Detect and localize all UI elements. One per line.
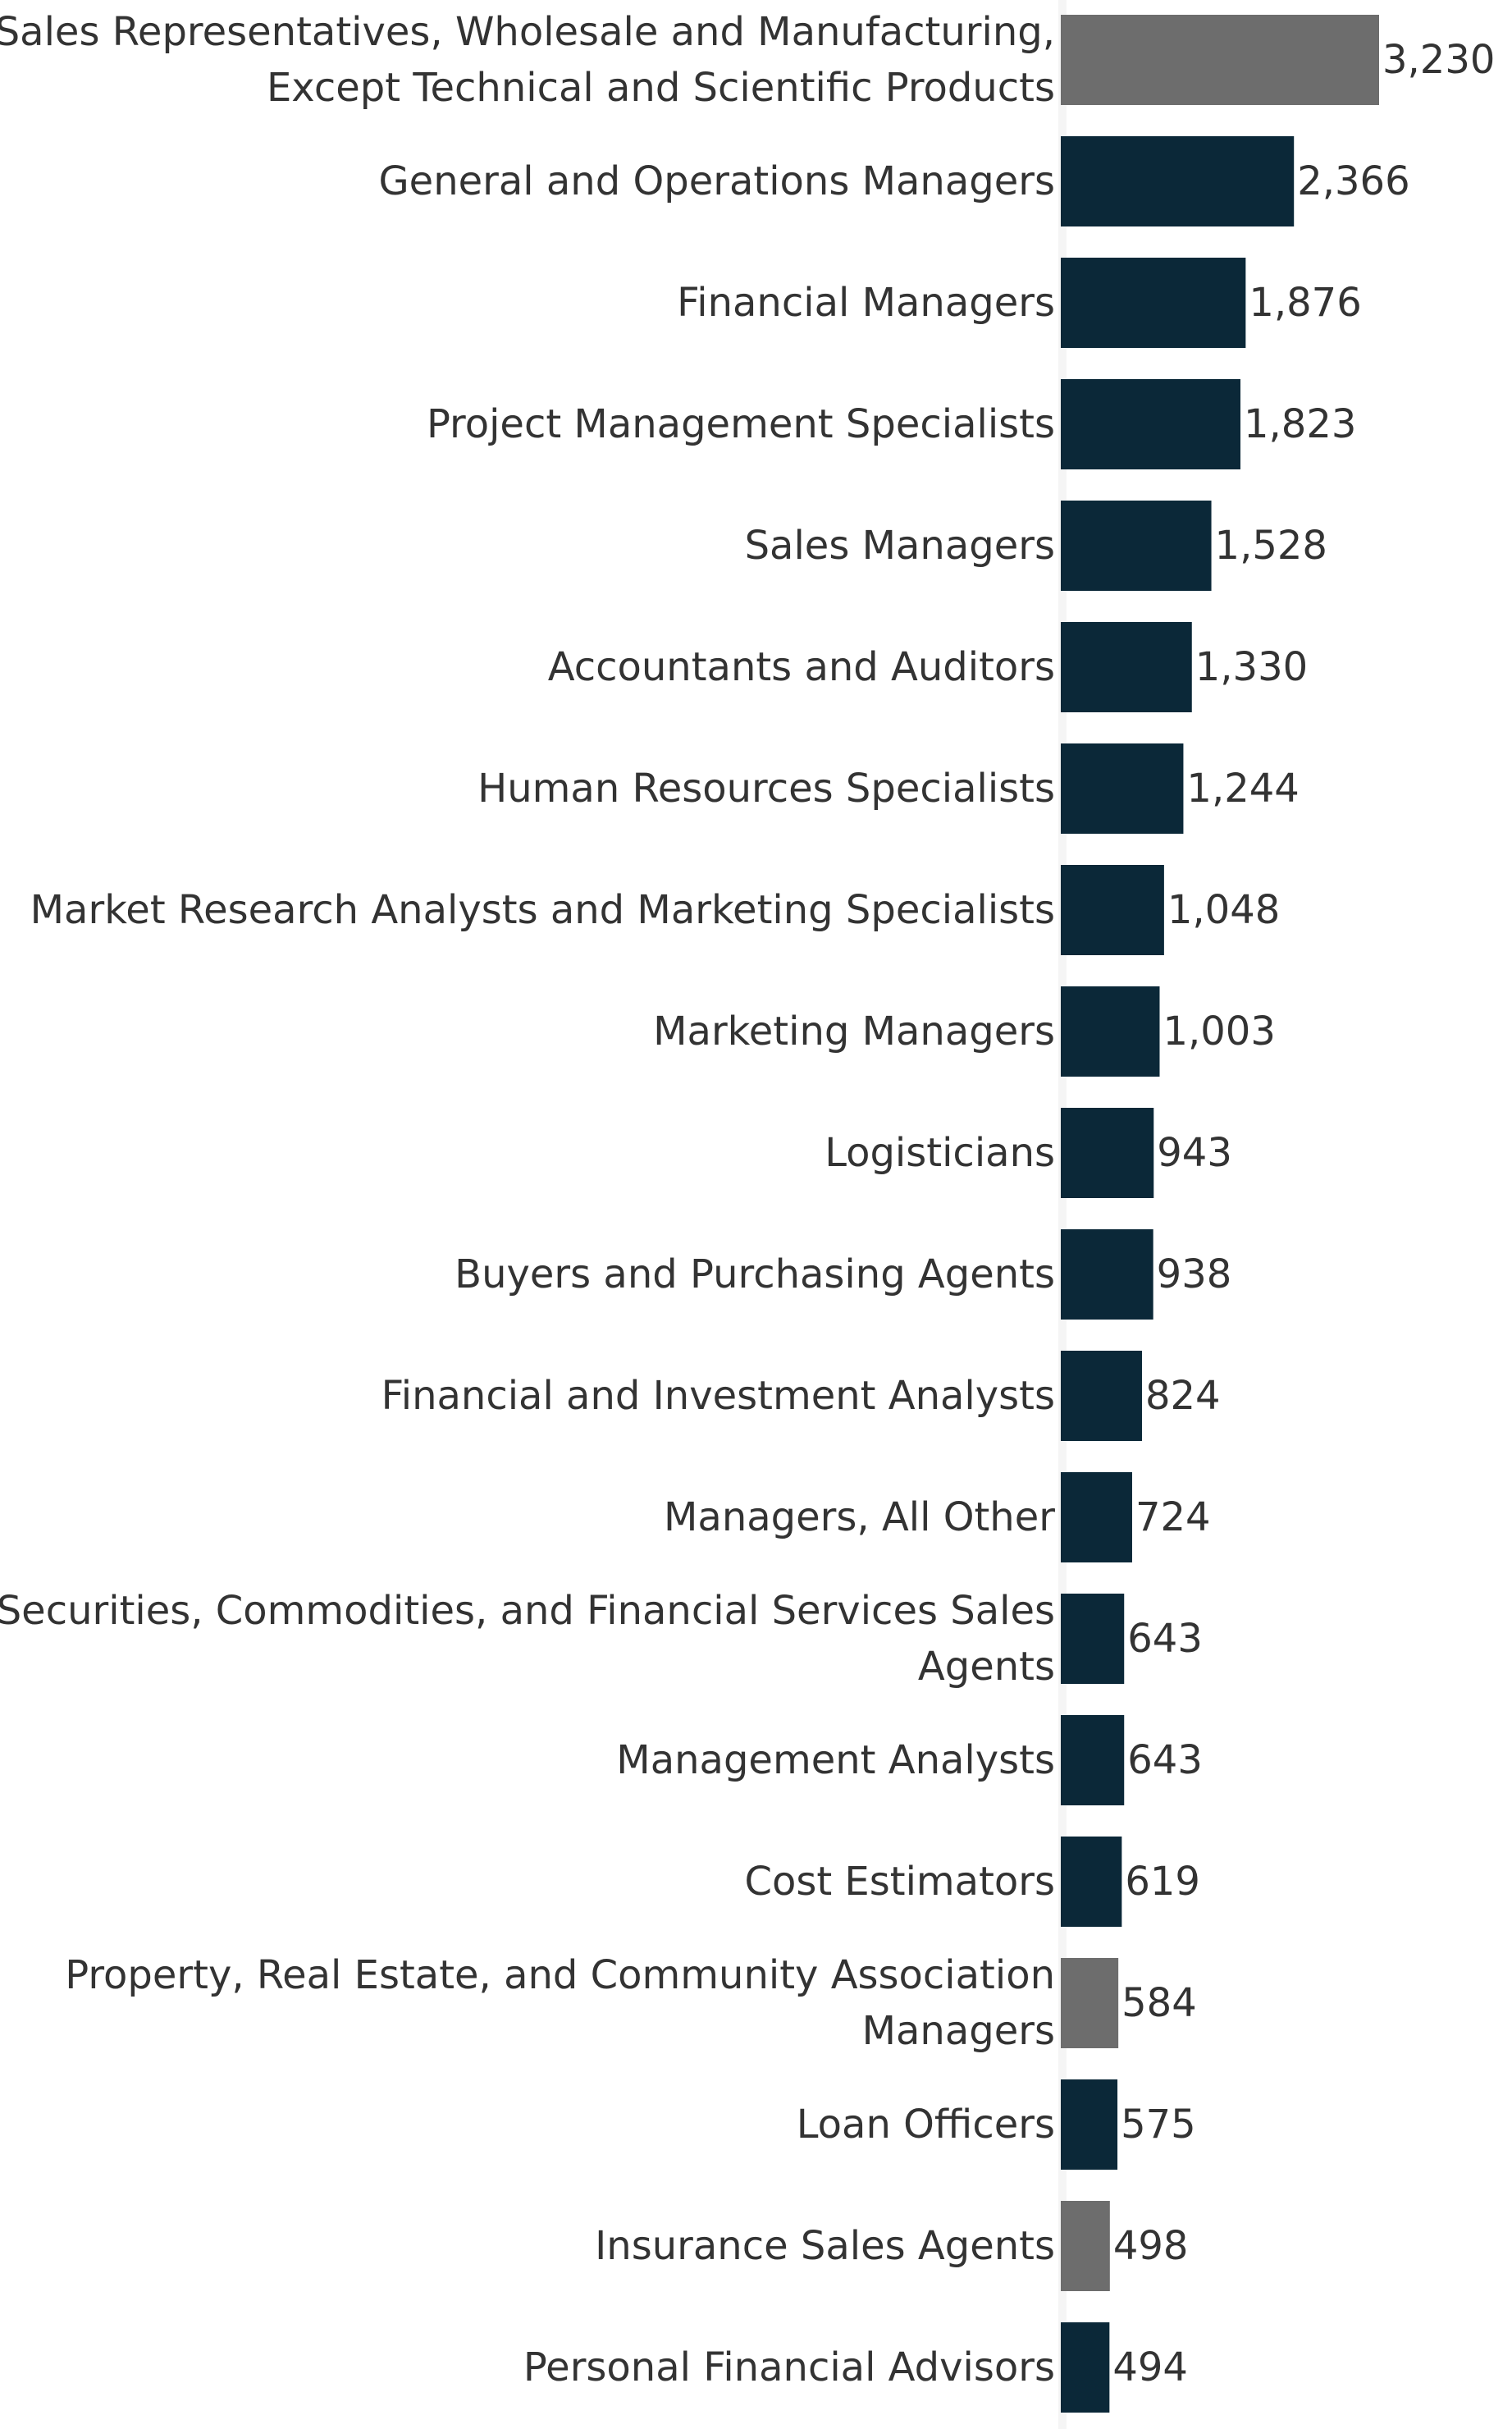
bar-8 — [1061, 986, 1160, 1077]
value-label-12: 724 — [1135, 1494, 1211, 1540]
bar-19 — [1061, 2322, 1110, 2413]
category-label-line: Logisticians — [825, 1130, 1055, 1176]
value-label-10: 938 — [1157, 1251, 1232, 1297]
category-label-12: Managers, All Other — [664, 1494, 1055, 1540]
value-label-3: 1,823 — [1244, 401, 1356, 447]
bar-15 — [1061, 1837, 1122, 1927]
category-label-group: Sales Representatives, Wholesale and Man… — [0, 9, 1055, 2390]
bar-18 — [1061, 2201, 1110, 2291]
bar-12 — [1061, 1472, 1132, 1562]
category-label-line: Cost Estimators — [744, 1859, 1055, 1905]
value-label-1: 2,366 — [1297, 158, 1409, 204]
category-label-line: Managers — [862, 2008, 1055, 2054]
category-label-5: Accountants and Auditors — [548, 644, 1055, 690]
value-label-5: 1,330 — [1195, 644, 1308, 690]
category-label-line: Insurance Sales Agents — [595, 2223, 1055, 2269]
category-label-line: General and Operations Managers — [378, 158, 1055, 204]
category-label-line: Buyers and Purchasing Agents — [455, 1251, 1055, 1297]
category-label-14: Management Analysts — [616, 1737, 1055, 1783]
value-label-16: 584 — [1121, 1980, 1197, 2026]
bar-6 — [1061, 743, 1184, 834]
category-label-line: Financial Managers — [677, 280, 1055, 326]
bar-7 — [1061, 865, 1164, 955]
bar-2 — [1061, 258, 1246, 348]
category-label-4: Sales Managers — [745, 523, 1055, 569]
bar-1 — [1061, 136, 1295, 226]
value-label-15: 619 — [1125, 1859, 1200, 1905]
value-label-8: 1,003 — [1163, 1009, 1275, 1054]
bar-11 — [1061, 1351, 1142, 1441]
value-label-7: 1,048 — [1167, 887, 1280, 933]
category-label-8: Marketing Managers — [653, 1009, 1055, 1054]
value-label-9: 943 — [1157, 1130, 1232, 1176]
value-label-17: 575 — [1121, 2102, 1196, 2148]
bar-4 — [1061, 501, 1212, 591]
category-label-7: Market Research Analysts and Marketing S… — [30, 887, 1055, 933]
category-label-line: Management Analysts — [616, 1737, 1055, 1783]
category-label-13: Securities, Commodities, and Financial S… — [0, 1588, 1055, 1690]
category-label-1: General and Operations Managers — [378, 158, 1055, 204]
category-label-line: Human Resources Specialists — [477, 766, 1055, 812]
bar-13 — [1061, 1594, 1125, 1684]
category-label-line: Market Research Analysts and Marketing S… — [30, 887, 1055, 933]
category-label-18: Insurance Sales Agents — [595, 2223, 1055, 2269]
category-label-line: Sales Representatives, Wholesale and Man… — [0, 9, 1055, 55]
category-label-6: Human Resources Specialists — [477, 766, 1055, 812]
category-label-line: Managers, All Other — [664, 1494, 1055, 1540]
value-label-6: 1,244 — [1186, 766, 1299, 812]
category-label-3: Project Management Specialists — [427, 401, 1055, 447]
category-label-line: Loan Officers — [797, 2102, 1055, 2148]
category-label-line: Marketing Managers — [653, 1009, 1055, 1054]
category-label-line: Agents — [918, 1644, 1055, 1690]
value-label-2: 1,876 — [1249, 280, 1361, 326]
category-label-11: Financial and Investment Analysts — [381, 1373, 1055, 1419]
value-label-11: 824 — [1145, 1373, 1221, 1419]
category-label-line: Project Management Specialists — [427, 401, 1055, 447]
bar-14 — [1061, 1715, 1125, 1805]
value-label-14: 643 — [1127, 1737, 1203, 1783]
category-label-17: Loan Officers — [797, 2102, 1055, 2148]
category-label-line: Financial and Investment Analysts — [381, 1373, 1055, 1419]
bar-16 — [1061, 1958, 1119, 2048]
category-label-line: Securities, Commodities, and Financial S… — [0, 1588, 1055, 1634]
category-label-16: Property, Real Estate, and Community Ass… — [65, 1952, 1055, 2054]
bar-group — [1061, 15, 1379, 2413]
value-label-group: 3,230 2,366 1,876 1,823 1,528 1,330 1,244 1,048… — [1112, 37, 1495, 2390]
bar-5 — [1061, 622, 1192, 712]
category-label-15: Cost Estimators — [744, 1859, 1055, 1905]
bar-10 — [1061, 1229, 1153, 1320]
bar-0 — [1061, 15, 1379, 105]
value-label-18: 498 — [1113, 2223, 1189, 2269]
category-label-0: Sales Representatives, Wholesale and Man… — [0, 9, 1055, 111]
axis-band — [1058, 0, 1067, 2429]
category-label-10: Buyers and Purchasing Agents — [455, 1251, 1055, 1297]
value-label-0: 3,230 — [1382, 37, 1495, 83]
bar-17 — [1061, 2079, 1118, 2170]
category-label-line: Except Technical and Scientific Products — [267, 65, 1055, 111]
category-label-line: Sales Managers — [745, 523, 1055, 569]
category-label-19: Personal Financial Advisors — [523, 2344, 1055, 2390]
value-label-19: 494 — [1112, 2344, 1188, 2390]
bar-3 — [1061, 379, 1240, 469]
category-label-2: Financial Managers — [677, 280, 1055, 326]
category-label-9: Logisticians — [825, 1130, 1055, 1176]
category-label-line: Personal Financial Advisors — [523, 2344, 1055, 2390]
category-label-line: Property, Real Estate, and Community Ass… — [65, 1952, 1055, 1998]
category-label-line: Accountants and Auditors — [548, 644, 1055, 690]
bar-9 — [1061, 1108, 1154, 1198]
value-label-4: 1,528 — [1215, 523, 1327, 569]
value-label-13: 643 — [1127, 1616, 1203, 1662]
